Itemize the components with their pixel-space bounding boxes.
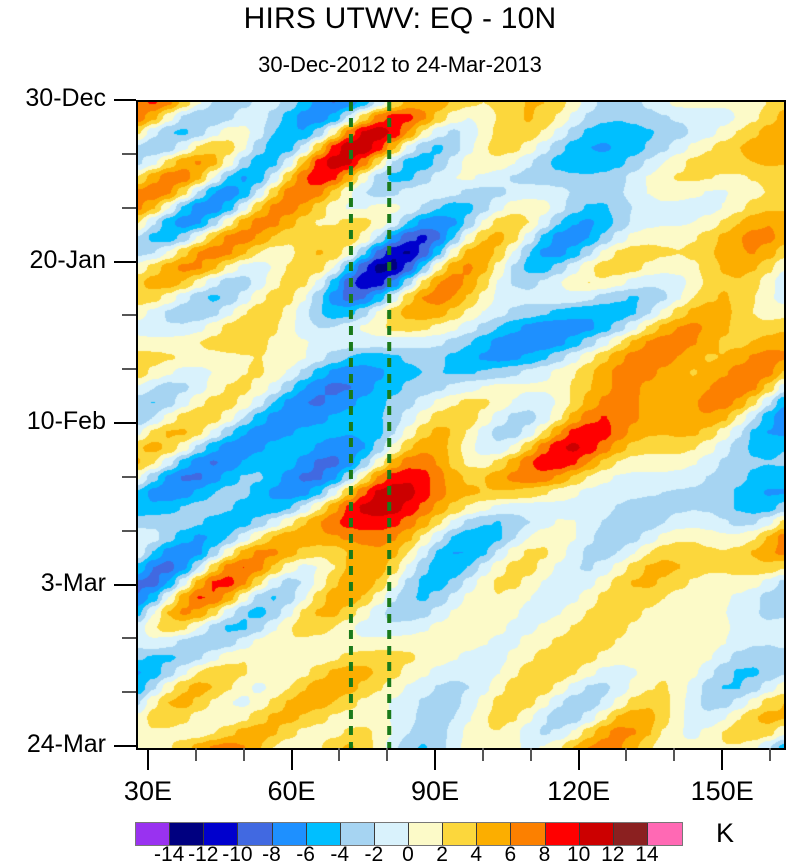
colorbar-swatch <box>647 823 682 845</box>
y-tick-label: 20-Jan <box>29 245 106 274</box>
colorbar-tick-label: 6 <box>504 843 517 866</box>
y-tick-major <box>114 745 136 747</box>
x-tick-label: 60E <box>267 776 316 806</box>
y-tick-minor <box>122 637 136 640</box>
page-title: HIRS UTWV: EQ - 10N <box>243 2 557 35</box>
y-tick-minor <box>122 529 136 532</box>
x-tick-major <box>721 748 724 770</box>
colorbar-tick-label: -12 <box>188 843 219 866</box>
y-tick-major <box>114 583 136 586</box>
x-tick-minor <box>386 748 389 761</box>
colorbar-units-label: K <box>716 818 735 848</box>
x-tick-minor <box>529 748 532 761</box>
figure-subtitle: 30-Dec-2012 to 24-Mar-2013 <box>258 52 542 77</box>
colorbar-swatch <box>306 823 341 845</box>
y-tick-label: 10-Feb <box>26 407 106 435</box>
colorbar-swatch <box>477 823 512 845</box>
colorbar-swatch <box>545 823 580 845</box>
x-tick-label: 90E <box>411 776 460 806</box>
contour-field <box>138 102 784 748</box>
colorbar-tick-label: -14 <box>153 843 185 866</box>
x-tick-minor <box>481 748 484 761</box>
colorbar-swatch <box>136 823 171 845</box>
y-tick-minor <box>122 368 136 371</box>
colorbar-swatch <box>340 823 375 845</box>
x-tick-minor <box>673 748 676 761</box>
x-tick-minor <box>769 748 772 761</box>
colorbar-tick-label: -2 <box>364 843 384 866</box>
colorbar-swatch <box>579 823 614 845</box>
colorbar-tick-label: 8 <box>538 843 551 866</box>
y-tick-minor <box>122 691 136 694</box>
y-tick-major <box>114 99 136 101</box>
colorbar-tick-label: 14 <box>635 843 659 866</box>
colorbar-swatch <box>443 823 478 845</box>
x-tick-label: 150E <box>690 776 754 806</box>
y-tick-major <box>114 260 136 263</box>
x-tick-major <box>434 748 437 770</box>
x-tick-minor <box>194 748 197 761</box>
colorbar-tick-label: -6 <box>296 843 315 866</box>
x-tick-major <box>577 748 580 770</box>
x-tick-major <box>146 748 149 770</box>
plot-area <box>136 100 786 750</box>
y-tick-label: 24-Mar <box>26 730 106 758</box>
colorbar-swatch <box>170 823 205 845</box>
y-tick-label: 30-Dec <box>25 84 106 112</box>
x-tick-label: 30E <box>123 776 172 806</box>
y-tick-label: 3-Mar <box>40 568 106 597</box>
x-tick-minor <box>242 748 245 761</box>
colorbar-swatch <box>409 823 444 845</box>
colorbar-tick-label: 12 <box>601 843 625 866</box>
colorbar-tick-label: 2 <box>436 843 448 866</box>
colorbar-tick-labels: -14 -12 -10 -8 -6 -4 -2 0 2 4 6 8 10 12 14 <box>135 843 681 866</box>
x-tick-minor <box>338 748 341 761</box>
y-tick-minor <box>122 152 136 155</box>
y-tick-minor <box>122 314 136 317</box>
colorbar-tick-label: 10 <box>566 843 591 866</box>
x-tick-minor <box>625 748 628 761</box>
colorbar-tick-label: 4 <box>470 843 483 866</box>
y-tick-major <box>114 422 136 424</box>
x-tick-label: 120E <box>547 776 611 806</box>
colorbar-swatch <box>238 823 273 845</box>
colorbar-swatch <box>511 823 546 845</box>
colorbar-swatch <box>272 823 307 845</box>
colorbar-tick-label: 0 <box>402 843 414 866</box>
colorbar-tick-label: -10 <box>222 843 253 866</box>
x-tick-major <box>290 748 293 770</box>
colorbar-tick-label: -8 <box>262 843 281 866</box>
y-tick-minor <box>122 475 136 478</box>
colorbar <box>135 822 683 846</box>
colorbar-swatch <box>374 823 409 845</box>
colorbar-tick-label: -4 <box>330 843 350 866</box>
colorbar-swatch <box>204 823 239 845</box>
y-tick-minor <box>122 206 136 209</box>
colorbar-swatch <box>613 823 648 845</box>
